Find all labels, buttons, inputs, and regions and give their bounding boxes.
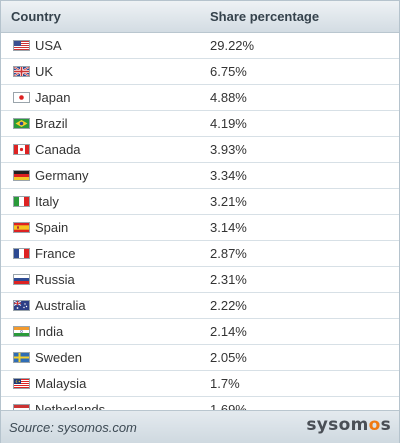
share-value: 2.87%	[210, 246, 247, 261]
sysomos-logo: sysomos	[306, 415, 391, 435]
table-row: France 2.87%	[1, 241, 399, 267]
australia-flag-icon	[13, 300, 30, 311]
column-header-country: Country	[11, 9, 61, 24]
france-flag-icon	[13, 248, 30, 259]
table-row: Japan 4.88%	[1, 85, 399, 111]
share-value: 1.7%	[210, 376, 240, 391]
country-name: Russia	[35, 272, 75, 287]
table-row: UK 6.75%	[1, 59, 399, 85]
share-value: 2.05%	[210, 350, 247, 365]
table-row: India 2.14%	[1, 319, 399, 345]
share-value: 6.75%	[210, 64, 247, 79]
table-row: Brazil 4.19%	[1, 111, 399, 137]
column-header-share: Share percentage	[210, 9, 320, 24]
country-name: Spain	[35, 220, 69, 235]
share-value: 3.93%	[210, 142, 247, 157]
table-row: Canada 3.93%	[1, 137, 399, 163]
country-name: India	[35, 324, 64, 339]
table-row: Germany 3.34%	[1, 163, 399, 189]
share-value: 2.14%	[210, 324, 247, 339]
table-body: USA 29.22% UK 6.75% Japan 4.88% Brazil 4.19% Can…	[1, 33, 399, 423]
share-value: 4.19%	[210, 116, 247, 131]
germany-flag-icon	[13, 170, 30, 181]
uk-flag-icon	[13, 66, 30, 77]
share-value: 3.14%	[210, 220, 247, 235]
share-value: 2.31%	[210, 272, 247, 287]
country-name: Italy	[35, 194, 59, 209]
share-value: 29.22%	[210, 38, 255, 53]
us-flag-icon	[13, 40, 30, 51]
table-row: Malaysia 1.7%	[1, 371, 399, 397]
table-row: Spain 3.14%	[1, 215, 399, 241]
japan-flag-icon	[13, 92, 30, 103]
table-row: Russia 2.31%	[1, 267, 399, 293]
country-name: Sweden	[35, 350, 82, 365]
country-name: Japan	[35, 90, 71, 105]
share-value: 3.21%	[210, 194, 247, 209]
table-footer: Source: sysomos.com sysomos	[1, 410, 399, 443]
sweden-flag-icon	[13, 352, 30, 363]
country-name: France	[35, 246, 76, 261]
country-name: Canada	[35, 142, 81, 157]
table-row: Italy 3.21%	[1, 189, 399, 215]
russia-flag-icon	[13, 274, 30, 285]
country-name: USA	[35, 38, 62, 53]
source-label: Source: sysomos.com	[9, 420, 137, 435]
country-name: UK	[35, 64, 54, 79]
table-header: Country Share percentage	[1, 1, 399, 33]
table-row: USA 29.22%	[1, 33, 399, 59]
sysomos-logo-text: sysomos	[306, 415, 391, 435]
spain-flag-icon	[13, 222, 30, 233]
table-row: Australia 2.22%	[1, 293, 399, 319]
share-value: 4.88%	[210, 90, 247, 105]
country-name: Australia	[35, 298, 86, 313]
country-name: Brazil	[35, 116, 68, 131]
italy-flag-icon	[13, 196, 30, 207]
table-row: Sweden 2.05%	[1, 345, 399, 371]
country-name: Malaysia	[35, 376, 87, 391]
canada-flag-icon	[13, 144, 30, 155]
share-value: 2.22%	[210, 298, 247, 313]
brazil-flag-icon	[13, 118, 30, 129]
share-value: 3.34%	[210, 168, 247, 183]
malaysia-flag-icon	[13, 378, 30, 389]
india-flag-icon	[13, 326, 30, 337]
country-name: Germany	[35, 168, 89, 183]
